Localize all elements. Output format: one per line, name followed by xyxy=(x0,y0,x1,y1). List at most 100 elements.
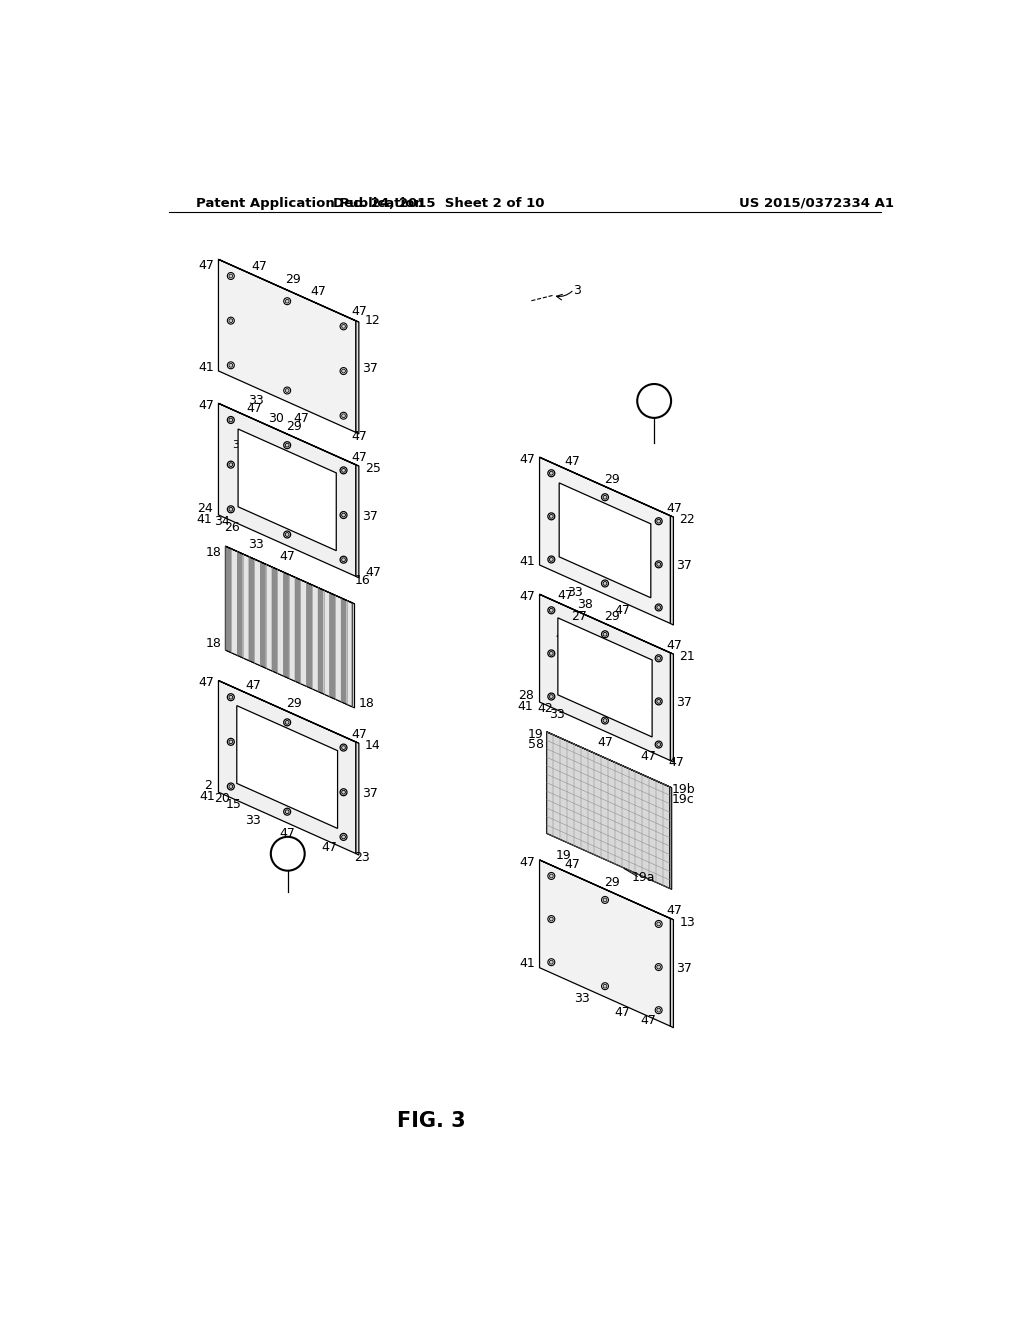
Polygon shape xyxy=(269,446,274,519)
Polygon shape xyxy=(266,564,271,671)
Text: 29: 29 xyxy=(286,697,302,710)
Polygon shape xyxy=(356,321,358,434)
Text: 2: 2 xyxy=(204,780,212,792)
Circle shape xyxy=(229,741,232,743)
Circle shape xyxy=(227,694,234,701)
Circle shape xyxy=(550,471,553,475)
Circle shape xyxy=(342,325,345,329)
Polygon shape xyxy=(324,590,330,697)
Text: 19b: 19b xyxy=(672,783,695,796)
Text: 43: 43 xyxy=(556,631,570,642)
Text: Z: Z xyxy=(282,845,294,863)
Text: 39: 39 xyxy=(570,653,585,664)
Polygon shape xyxy=(559,483,651,598)
Polygon shape xyxy=(260,561,266,668)
Text: Z: Z xyxy=(648,392,660,411)
Text: 19c: 19c xyxy=(672,792,695,805)
Text: Dec. 24, 2015  Sheet 2 of 10: Dec. 24, 2015 Sheet 2 of 10 xyxy=(333,197,545,210)
Text: 33: 33 xyxy=(567,586,583,599)
Circle shape xyxy=(550,874,553,878)
Circle shape xyxy=(603,582,607,585)
Circle shape xyxy=(548,649,555,657)
Polygon shape xyxy=(296,459,302,532)
Text: 47: 47 xyxy=(519,453,536,466)
Circle shape xyxy=(601,982,608,990)
Text: 41: 41 xyxy=(519,957,536,970)
Text: 47: 47 xyxy=(247,403,262,416)
Polygon shape xyxy=(294,734,307,814)
Polygon shape xyxy=(596,639,601,710)
Polygon shape xyxy=(237,706,338,829)
Circle shape xyxy=(656,700,660,704)
Polygon shape xyxy=(218,681,358,743)
Text: 37: 37 xyxy=(677,697,692,709)
Polygon shape xyxy=(249,557,254,663)
Polygon shape xyxy=(271,566,278,673)
Polygon shape xyxy=(671,653,674,762)
Circle shape xyxy=(603,898,607,902)
Circle shape xyxy=(550,609,553,612)
Circle shape xyxy=(229,784,232,788)
Polygon shape xyxy=(540,859,674,920)
Circle shape xyxy=(229,507,232,511)
Text: 28: 28 xyxy=(518,689,534,702)
Text: 47: 47 xyxy=(352,450,368,463)
Polygon shape xyxy=(251,438,256,511)
Text: 33: 33 xyxy=(248,393,264,407)
Polygon shape xyxy=(540,457,674,517)
Circle shape xyxy=(548,607,555,614)
Circle shape xyxy=(603,985,607,989)
Polygon shape xyxy=(225,546,354,605)
Polygon shape xyxy=(558,618,652,737)
Circle shape xyxy=(227,738,234,746)
Text: 37: 37 xyxy=(361,511,378,523)
Circle shape xyxy=(286,388,289,392)
Polygon shape xyxy=(231,549,237,655)
Circle shape xyxy=(340,556,347,564)
Text: 47: 47 xyxy=(519,590,536,603)
Polygon shape xyxy=(613,647,620,718)
Polygon shape xyxy=(356,465,358,578)
Polygon shape xyxy=(588,635,593,706)
Circle shape xyxy=(550,515,553,519)
Circle shape xyxy=(655,920,663,928)
Circle shape xyxy=(286,300,289,304)
Circle shape xyxy=(229,696,232,700)
Circle shape xyxy=(655,698,663,705)
Polygon shape xyxy=(300,579,306,686)
Text: 3: 3 xyxy=(573,284,581,297)
Text: 33: 33 xyxy=(573,991,590,1005)
Text: 47: 47 xyxy=(519,855,536,869)
Text: 47: 47 xyxy=(564,455,581,469)
Circle shape xyxy=(340,833,347,841)
Circle shape xyxy=(655,517,663,524)
Polygon shape xyxy=(352,603,354,708)
Circle shape xyxy=(342,370,345,374)
Circle shape xyxy=(655,605,663,611)
Circle shape xyxy=(227,272,234,280)
Circle shape xyxy=(342,513,345,517)
Text: 29: 29 xyxy=(604,875,620,888)
Polygon shape xyxy=(218,681,356,854)
Polygon shape xyxy=(640,659,645,730)
Circle shape xyxy=(550,960,553,964)
Polygon shape xyxy=(218,259,358,322)
Text: 47: 47 xyxy=(667,639,682,652)
Circle shape xyxy=(284,387,291,393)
Circle shape xyxy=(286,809,289,813)
Text: 33: 33 xyxy=(549,708,564,721)
Text: 47: 47 xyxy=(667,502,682,515)
Text: 47: 47 xyxy=(310,285,327,298)
Text: 47: 47 xyxy=(280,550,295,562)
Circle shape xyxy=(655,1007,663,1014)
Circle shape xyxy=(656,656,660,660)
Text: 41: 41 xyxy=(200,791,215,804)
Circle shape xyxy=(340,789,347,796)
Circle shape xyxy=(227,506,234,512)
Text: 29: 29 xyxy=(604,473,620,486)
Circle shape xyxy=(601,579,608,587)
Text: 41: 41 xyxy=(518,700,534,713)
Text: 18: 18 xyxy=(205,638,221,651)
Circle shape xyxy=(284,808,291,816)
Circle shape xyxy=(227,783,234,789)
